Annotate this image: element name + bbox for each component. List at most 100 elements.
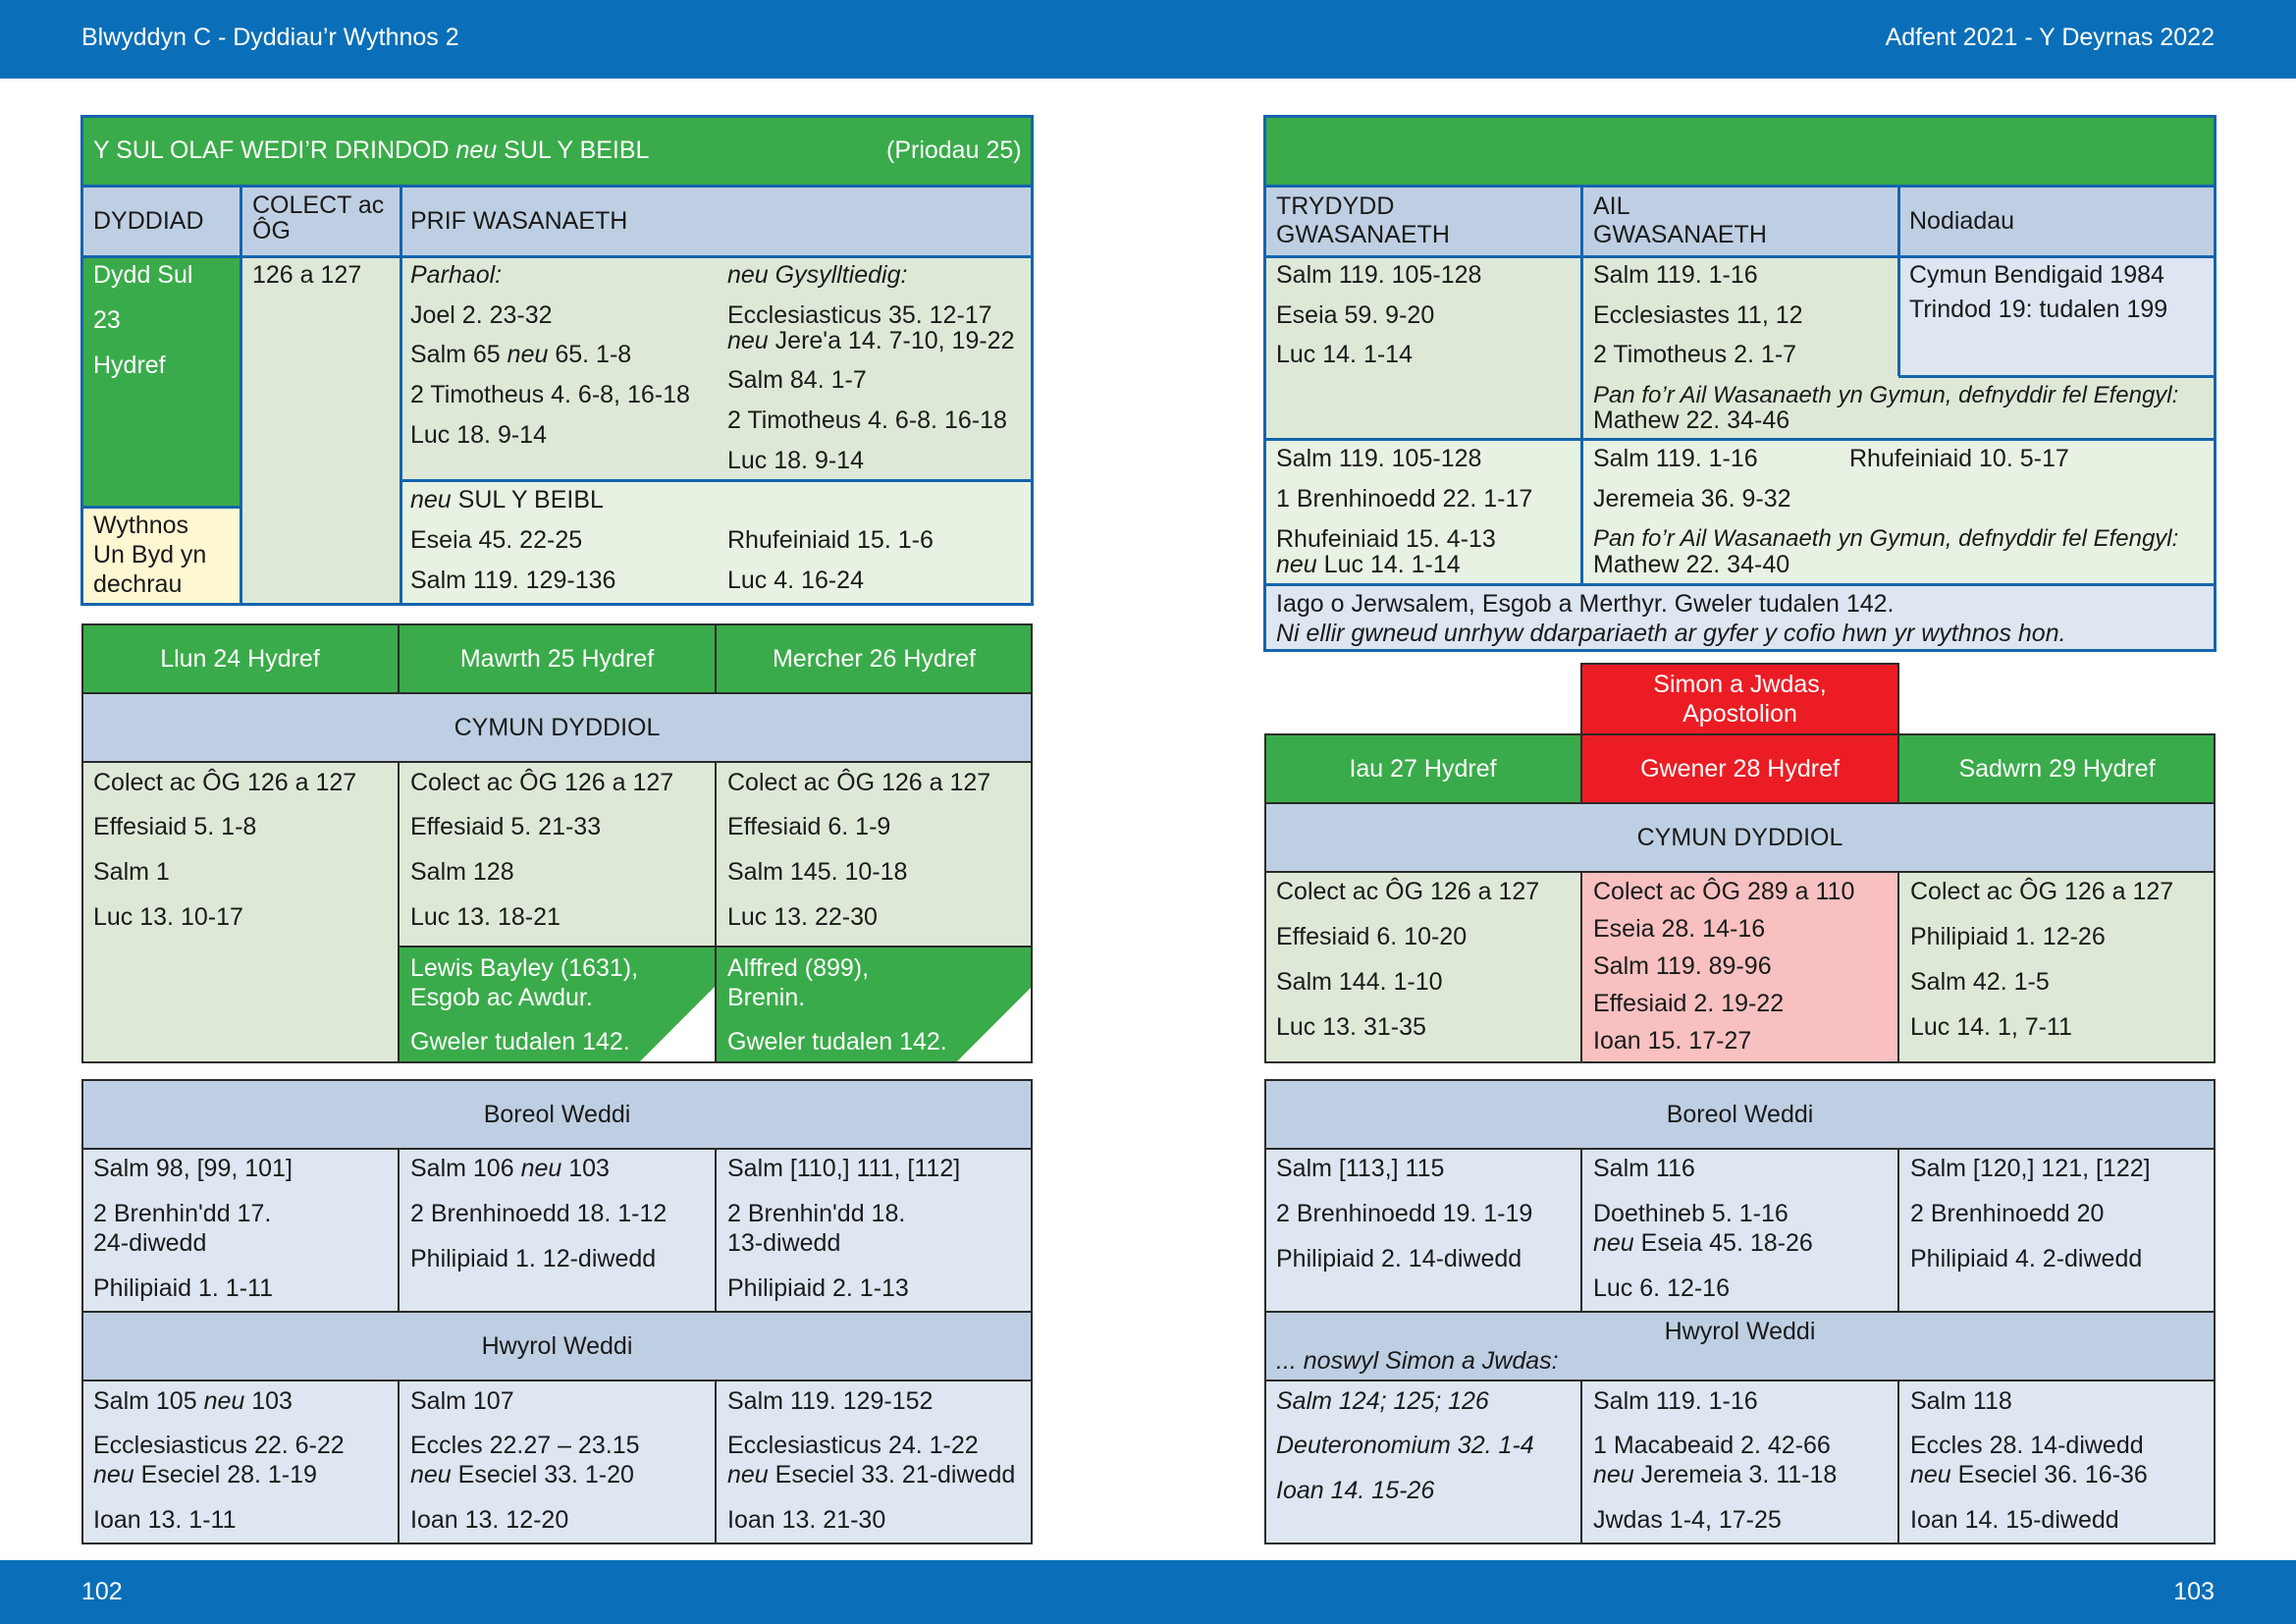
cymun-mawrth-3: Salm 128 xyxy=(410,858,514,886)
efengyl-2-label: Pan fo’r Ail Wasanaeth yn Gymun, defnydd… xyxy=(1593,525,2179,552)
sunday-divider xyxy=(400,186,402,606)
right-office-divider xyxy=(1264,1311,2216,1313)
cymun-iau-1: Colect ac ÔG 126 a 127 xyxy=(1276,878,1540,905)
hwyrol-mawrth-1: Salm 107 xyxy=(410,1387,514,1415)
colect-value: 126 a 127 xyxy=(252,261,362,289)
cymun-llun-2: Effesiaid 5. 1-8 xyxy=(93,813,257,840)
trydydd-1-a: Salm 119. 105-128 xyxy=(1276,261,1482,289)
right-office-divider xyxy=(1897,1149,1899,1312)
hwyrol-llun-3: neu Eseciel 28. 1-19 xyxy=(93,1461,317,1489)
right-boreol-label: Boreol Weddi xyxy=(1666,1101,1814,1128)
efengyl-1-label: Pan fo’r Ail Wasanaeth yn Gymun, defnydd… xyxy=(1593,382,2179,408)
cymun-label: CYMUN DYDDIOL xyxy=(454,714,661,741)
bottom-footer-band: 102 103 xyxy=(0,1560,2296,1624)
iago-note: Ni ellir gwneud unrhyw ddarpariaeth ar g… xyxy=(1276,620,2066,647)
cymun-gwener-2: Eseia 28. 14-16 xyxy=(1593,915,1766,943)
date-line-3: Hydref xyxy=(93,352,166,379)
cymun-iau-bg xyxy=(1264,872,1581,1062)
left-boreol-row xyxy=(81,1080,1033,1149)
day-header-gwener: Gwener 28 Hydref xyxy=(1640,754,1840,783)
right-week-divider xyxy=(1897,872,1899,1062)
day-iau-bg xyxy=(1264,734,1581,803)
cymun-mawrth-4: Luc 13. 18-21 xyxy=(410,903,561,931)
cymun-row xyxy=(81,693,1033,762)
ail-1-b: Ecclesiastes 11, 12 xyxy=(1593,301,1803,329)
left-office-divider xyxy=(81,1380,1033,1381)
hwyrol-sadwrn-4: Ioan 14. 15-diwedd xyxy=(1910,1506,2119,1534)
cysylltiedig-reading-1: Ecclesiasticus 35. 12-17 xyxy=(727,301,992,329)
boreol-mercher-1: Salm [110,] 111, [112] xyxy=(727,1155,961,1182)
header-right-title: Adfent 2021 - Y Deyrnas 2022 xyxy=(1885,24,2215,51)
hwyrol-mercher-3: neu Eseciel 33. 21-diwedd xyxy=(727,1461,1016,1489)
right-divider xyxy=(1897,186,1900,376)
cymun-sadwrn-3: Salm 42. 1-5 xyxy=(1910,968,2050,996)
beibl-left-2: Salm 119. 129-136 xyxy=(410,567,616,594)
wythnos-cell xyxy=(80,507,240,606)
left-office-divider xyxy=(81,1311,1033,1313)
wythnos-line-3: dechrau xyxy=(93,570,183,598)
efengyl-2: Mathew 22. 34-40 xyxy=(1593,551,1790,578)
left-hwyrol-row xyxy=(81,1312,1033,1380)
page-number-right: 103 xyxy=(2173,1578,2215,1605)
boreol-sadwrn-3: Philipiaid 4. 2-diwedd xyxy=(1910,1245,2143,1272)
beibl-right-1: Rhufeiniaid 15. 1-6 xyxy=(727,526,934,554)
commem-alffred-1: Alffred (899), xyxy=(727,954,870,982)
cymun-iau-2: Effesiaid 6. 10-20 xyxy=(1276,923,1468,950)
beibl-title: neu SUL Y BEIBL xyxy=(410,486,604,514)
boreol-mercher-2: 2 Brenhin'dd 18. xyxy=(727,1200,906,1227)
cymun-iau-3: Salm 144. 1-10 xyxy=(1276,968,1443,996)
parhaol-reading-4: Luc 18. 9-14 xyxy=(410,421,547,449)
beibl-left-1: Eseia 45. 22-25 xyxy=(410,526,583,554)
col-ail: AIL GWASANAETH xyxy=(1593,192,1767,248)
day-sadwrn-bg xyxy=(1898,734,2216,803)
right-hwyrol-label: Hwyrol Weddi xyxy=(1664,1318,1816,1345)
commem-alffred-2: Brenin. xyxy=(727,984,806,1011)
ail-2-a: Salm 119. 1-16 xyxy=(1593,445,1758,472)
cymun-llun-3: Salm 1 xyxy=(93,858,170,886)
col-nodiadau: Nodiadau xyxy=(1909,207,2015,235)
boreol-gwener-2: Doethineb 5. 1-16 xyxy=(1593,1200,1789,1227)
colect-column-lower xyxy=(240,480,400,606)
cymun-gwener-bg xyxy=(1581,872,1898,1062)
boreol-sadwrn-1: Salm [120,] 121, [122] xyxy=(1910,1155,2151,1182)
col-trydydd: TRYDYDD GWASANAETH xyxy=(1276,192,1450,248)
right-week-divider xyxy=(1264,802,2216,804)
cymun-gwener-1: Colect ac ÔG 289 a 110 xyxy=(1593,878,1855,905)
right-divider xyxy=(1263,185,2216,188)
beibl-area xyxy=(400,480,1034,606)
parhaol-reading-1: Joel 2. 23-32 xyxy=(410,301,553,329)
boreol-mawrth-3: Philipiaid 1. 12-diwedd xyxy=(410,1245,657,1272)
parhaol-label: Parhaol: xyxy=(410,261,503,289)
right-boreol-row xyxy=(1264,1080,2216,1149)
sunday-divider xyxy=(80,185,1034,188)
boreol-gwener-3: neu Eseia 45. 18-26 xyxy=(1593,1229,1813,1257)
hwyrol-mawrth-4: Ioan 13. 12-20 xyxy=(410,1506,569,1534)
right-hwyrol-row xyxy=(1264,1312,2216,1380)
right-office-divider xyxy=(1264,1380,2216,1381)
commem-bayley-1: Lewis Bayley (1631), xyxy=(410,954,639,982)
trydydd-2-c: Rhufeiniaid 15. 4-13 xyxy=(1276,525,1496,553)
cymun-gwener-5: Ioan 15. 17-27 xyxy=(1593,1027,1752,1055)
cymun-mawrth-2: Effesiaid 5. 21-33 xyxy=(410,813,602,840)
nodiadau-2: Trindod 19: tudalen 199 xyxy=(1909,296,2168,323)
commem-bayley-see: Gweler tudalen 142. xyxy=(410,1028,630,1056)
feast-line-2: Apostolion xyxy=(1682,700,1797,728)
left-hwyrol-bg xyxy=(81,1380,1033,1543)
day-header-llun: Llun 24 Hydref xyxy=(160,644,320,673)
right-office-border xyxy=(1264,1079,2216,1544)
page-corner-icon xyxy=(956,986,1033,1062)
col-dyddiad: DYDDIAD xyxy=(93,207,204,235)
sunday-divider xyxy=(80,255,1034,258)
ail-2-extra: Rhufeiniaid 10. 5-17 xyxy=(1849,445,2069,472)
left-day-header-row xyxy=(81,624,1033,693)
right-cymun-label: CYMUN DYDDIOL xyxy=(1636,824,1843,851)
hwyrol-mawrth-3: neu Eseciel 33. 1-20 xyxy=(410,1461,634,1489)
left-boreol-bg xyxy=(81,1149,1033,1312)
iago-row-bg xyxy=(1263,584,2216,652)
cymun-gwener-4: Effesiaid 2. 19-22 xyxy=(1593,990,1785,1017)
cysylltiedig-reading-4: 2 Timotheus 4. 6-8. 16-18 xyxy=(727,406,1007,434)
right-office-divider xyxy=(1580,1149,1582,1312)
sunday-table-border xyxy=(80,115,1034,606)
cymun-mercher-2: Effesiaid 6. 1-9 xyxy=(727,813,891,840)
boreol-sadwrn-2: 2 Brenhinoedd 20 xyxy=(1910,1200,2105,1227)
